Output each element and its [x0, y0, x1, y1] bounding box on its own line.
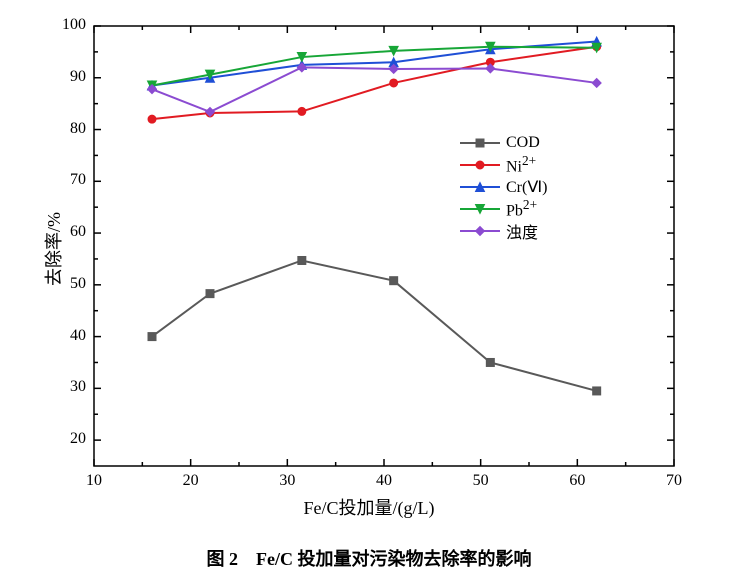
legend-item-cod: COD: [460, 132, 547, 154]
legend-label-pb: Pb2+: [506, 197, 537, 220]
legend-label-cod: COD: [506, 134, 540, 152]
y-tick-label: 30: [70, 378, 86, 396]
chart-svg: [0, 0, 738, 500]
figure-caption: 图 2 Fe/C 投加量对污染物去除率的影响: [0, 545, 738, 571]
legend-swatch-pb: [460, 198, 500, 220]
legend-item-pb: Pb2+: [460, 198, 547, 220]
legend-swatch-turbidity: [460, 220, 500, 242]
legend-label-ni: Ni2+: [506, 153, 536, 176]
y-tick-label: 70: [70, 171, 86, 189]
y-tick-label: 20: [70, 430, 86, 448]
legend-swatch-ni: [460, 154, 500, 176]
y-tick-label: 90: [70, 68, 86, 86]
x-tick-label: 50: [466, 472, 496, 490]
x-tick-label: 20: [176, 472, 206, 490]
y-axis-label: 去除率/%: [40, 212, 66, 286]
legend-swatch-cr: [460, 176, 500, 198]
y-tick-label: 40: [70, 327, 86, 345]
legend-swatch-cod: [460, 132, 500, 154]
x-tick-label: 30: [272, 472, 302, 490]
y-tick-label: 50: [70, 275, 86, 293]
legend-item-cr: Cr(Ⅵ): [460, 176, 547, 198]
x-tick-label: 60: [562, 472, 592, 490]
figure-2: 20 30 40 50 60 70 80 90 100 10 20 30 40 50 60 70 Fe/C投…: [0, 0, 738, 577]
y-tick-label: 80: [70, 120, 86, 138]
y-tick-label: 60: [70, 223, 86, 241]
legend-label-cr: Cr(Ⅵ): [506, 177, 547, 197]
x-tick-label: 10: [79, 472, 109, 490]
x-axis-label: Fe/C投加量/(g/L): [0, 494, 738, 520]
legend-item-turbidity: 浊度: [460, 220, 547, 242]
legend-item-ni: Ni2+: [460, 154, 547, 176]
x-tick-label: 40: [369, 472, 399, 490]
x-tick-label: 70: [659, 472, 689, 490]
legend-label-turbidity: 浊度: [506, 219, 538, 243]
y-tick-label: 100: [62, 16, 86, 34]
legend: CODNi2+Cr(Ⅵ)Pb2+浊度: [460, 132, 547, 242]
